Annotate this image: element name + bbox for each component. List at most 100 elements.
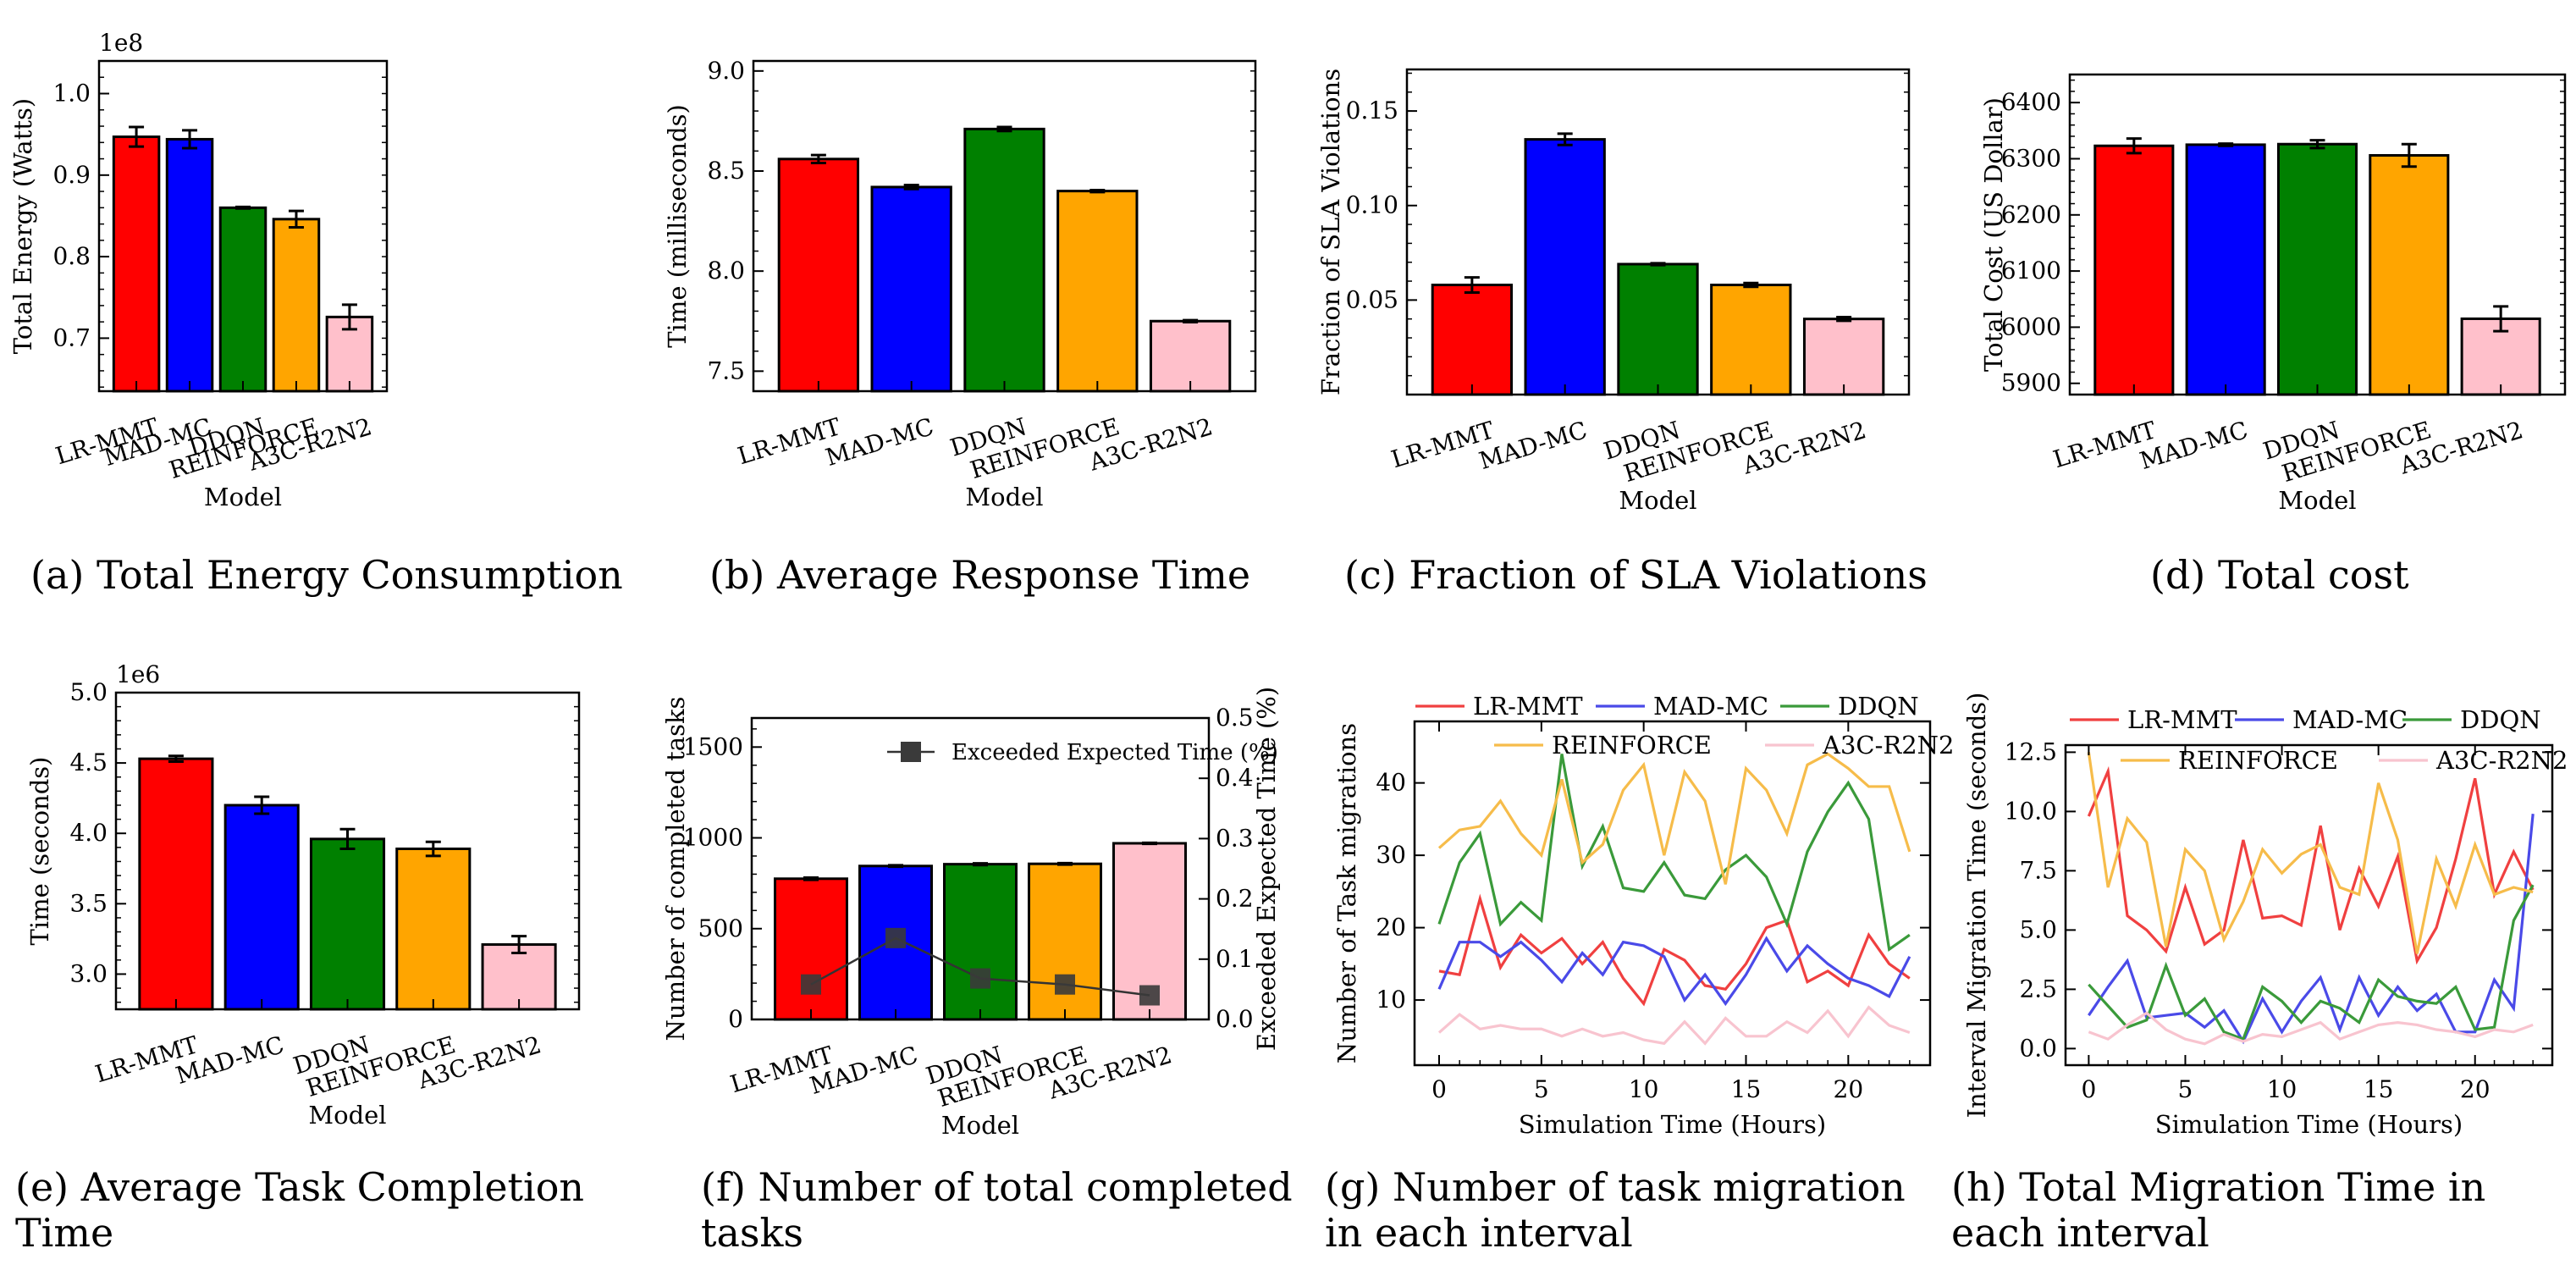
y-axis-label: Number of Task migrations — [1332, 723, 1361, 1063]
series-reinforce — [1437, 752, 1911, 885]
offset-label: 1e8 — [99, 29, 143, 57]
legend-label: REINFORCE — [1552, 731, 1712, 759]
legend-marker — [901, 742, 921, 762]
exceeded-marker — [801, 974, 821, 995]
series-a3c-r2n2 — [2088, 1011, 2534, 1046]
bar-lr-mmt — [138, 757, 214, 1011]
bar-ddqn — [963, 127, 1045, 393]
y-axis-label: Time (seconds) — [25, 757, 54, 946]
y-tick-label: 3.0 — [69, 959, 108, 987]
y-axis-label: Total Energy (Watts) — [8, 98, 37, 354]
series-a3c-r2n2 — [1437, 1005, 1911, 1046]
exceeded-marker — [1139, 985, 1160, 1006]
x-axis-label: Simulation Time (Hours) — [1519, 1110, 1826, 1139]
y-tick-label: 5900 — [2001, 369, 2061, 397]
y-tick-label: 0 — [728, 1005, 743, 1033]
y-tick-label: 5.0 — [69, 678, 108, 706]
y2-tick-label: 0.2 — [1216, 885, 1254, 913]
exceeded-marker — [970, 968, 990, 989]
y-tick-label: 2.5 — [2019, 975, 2057, 1003]
y-tick-label: 12.5 — [2005, 737, 2057, 765]
bar-lr-mmt — [2093, 144, 2175, 396]
bar-mad-mc — [165, 137, 214, 393]
caption-line: in each interval — [1325, 1210, 1633, 1256]
axes-frame — [2064, 743, 2554, 1067]
y2-tick-label: 0.1 — [1216, 945, 1254, 973]
x-axis-label: Simulation Time (Hours) — [2155, 1110, 2463, 1139]
bar-reinforce — [2369, 153, 2450, 396]
y-axis-label: Number of completed tasks — [661, 697, 690, 1041]
exceeded-marker — [885, 927, 906, 948]
y-axis-label: Time (milliseconds) — [663, 104, 692, 348]
y2-tick-label: 0.0 — [1216, 1005, 1254, 1033]
bar-reinforce — [272, 218, 321, 393]
bar-a3c-r2n2 — [1802, 318, 1885, 396]
bar-reinforce — [1056, 190, 1139, 393]
y-tick-label: 7.5 — [2019, 856, 2057, 884]
y-tick-label: 500 — [698, 914, 743, 942]
x-tick-label: 15 — [2364, 1075, 2394, 1103]
y-tick-label: 4.0 — [69, 819, 108, 847]
exceeded-marker — [1055, 974, 1075, 995]
legend-label: A3C-R2N2 — [1822, 731, 1955, 759]
bar-mad-mc — [870, 185, 952, 393]
y-tick-label: 7.5 — [707, 356, 745, 384]
series-ddqn — [1437, 754, 1911, 953]
series-lr-mmt — [2087, 765, 2535, 965]
bar-ddqn — [218, 206, 268, 393]
y-tick-label: 10.0 — [2005, 797, 2057, 825]
y-tick-label: 10 — [1376, 986, 1406, 1014]
y-tick-label: 1.0 — [52, 80, 91, 108]
chart-g: 10 20 30 40 0 5 10 15 20 LR-MMT MAD-MC DDQN REINFORC… — [1325, 692, 1955, 1256]
x-tick-label: 20 — [2460, 1075, 2491, 1103]
chart-h: 0.0 2.5 5.0 7.5 10.0 12.5 0 5 10 15 20 LR-MMT MAD-MC… — [1951, 693, 2568, 1256]
chart-a: 0.70.80.91.0LR-MMTMAD-MCDDQNREINFORCEA3C… — [8, 29, 623, 598]
x-tick-label: 20 — [1834, 1075, 1864, 1103]
y-tick-label: 6400 — [2001, 88, 2061, 116]
legend-label: MAD-MC — [1653, 692, 1768, 721]
legend-label: A3C-R2N2 — [2435, 746, 2568, 775]
y-tick-label: 6000 — [2001, 312, 2061, 340]
legend-label: REINFORCE — [2178, 746, 2338, 775]
y-axis-label: Interval Migration Time (seconds) — [1962, 693, 1991, 1119]
x-tick-label: 0 — [1431, 1075, 1447, 1103]
bar-ddqn — [309, 837, 386, 1011]
series-mad-mc — [1437, 936, 1911, 1007]
bar-reinforce — [1710, 284, 1792, 396]
series-reinforce — [2087, 752, 2534, 954]
legend-label: DDQN — [2460, 705, 2541, 734]
y-axis-label: Total Cost (US Dollar) — [1979, 97, 2008, 372]
bar-a3c-r2n2 — [481, 943, 557, 1011]
caption-b: (b) Average Response Time — [709, 552, 1250, 598]
y-tick-label: 0.05 — [1346, 285, 1398, 313]
y2-axis-label: Exceeded Expected Time (%) — [1252, 687, 1281, 1051]
x-tick-label: 0 — [2081, 1075, 2096, 1103]
caption-a: (a) Total Energy Consumption — [30, 552, 623, 598]
x-axis-label: Model — [941, 1111, 1019, 1140]
x-axis-label: Model — [308, 1101, 386, 1130]
y2-tick-label: 0.4 — [1216, 764, 1254, 792]
y-tick-label: 0.15 — [1346, 97, 1398, 124]
bar-lr-mmt — [1431, 284, 1514, 396]
caption-line: (h) Total Migration Time in — [1951, 1164, 2485, 1210]
legend-label: DDQN — [1838, 692, 1919, 721]
caption-d: (d) Total cost — [2150, 552, 2409, 598]
axes-frame — [1413, 720, 1932, 1067]
bar-reinforce — [1028, 862, 1102, 1021]
series-lr-mmt — [1438, 893, 1911, 1007]
y-tick-label: 0.8 — [52, 242, 91, 270]
caption-c: (c) Fraction of SLA Violations — [1344, 552, 1928, 598]
bar-a3c-r2n2 — [1149, 319, 1232, 393]
x-tick-label: 10 — [1629, 1075, 1659, 1103]
x-axis-label: Model — [204, 483, 282, 511]
caption-f: (f) Number of total completed tasks — [701, 1164, 1293, 1256]
y-tick-label: 30 — [1376, 841, 1406, 869]
bar-lr-mmt — [112, 135, 161, 393]
bar-ddqn — [2276, 142, 2358, 396]
y-tick-label: 0.7 — [52, 323, 91, 351]
